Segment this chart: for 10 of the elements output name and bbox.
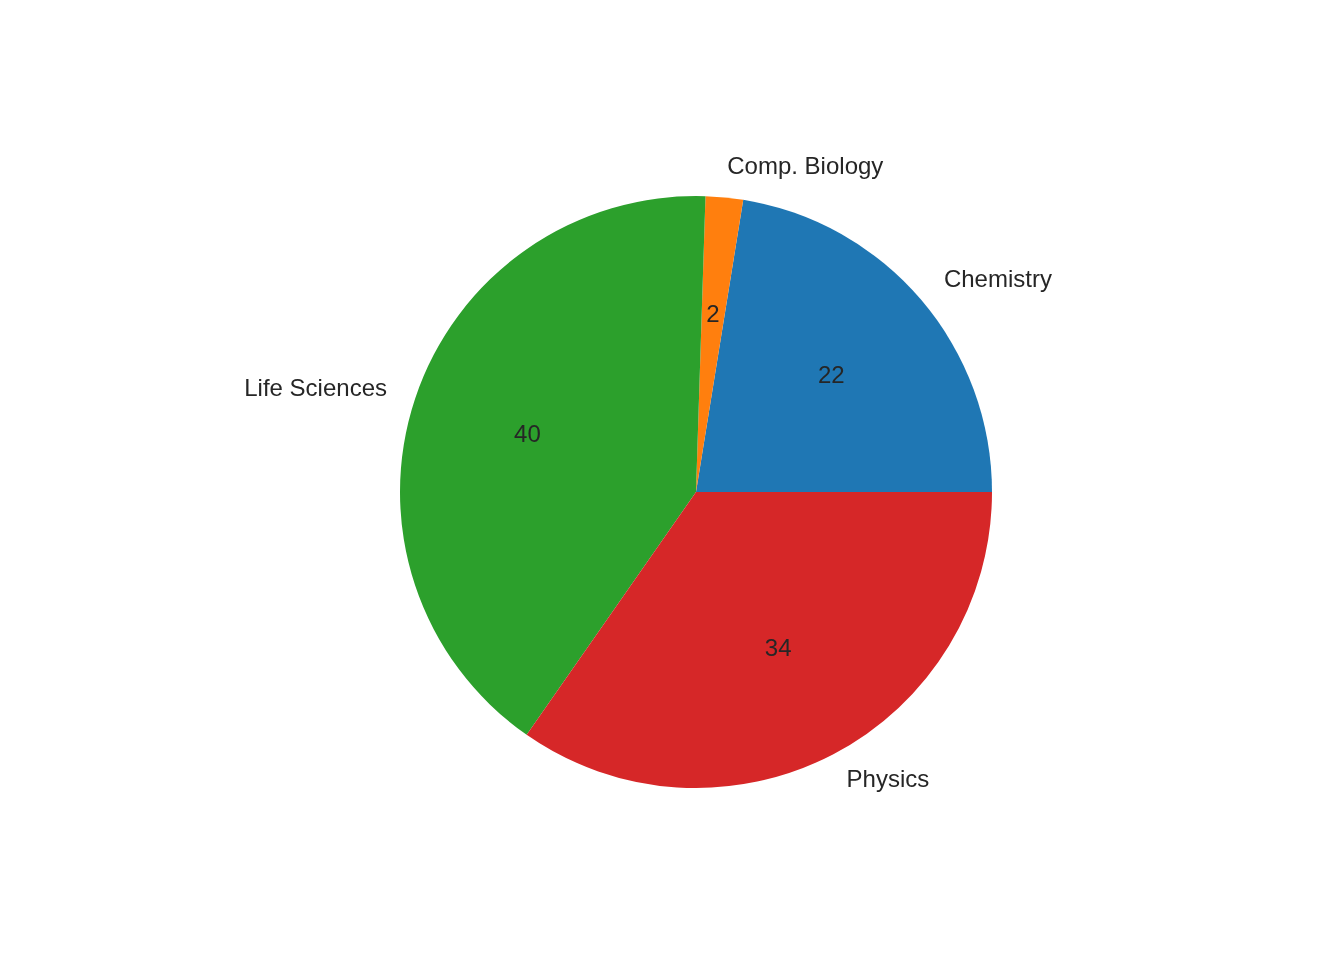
data-label: 40 xyxy=(514,420,541,448)
slice-label: Life Sciences xyxy=(244,373,387,401)
slice-label: Comp. Biology xyxy=(727,152,884,180)
data-label: 22 xyxy=(817,361,845,389)
pie-slice xyxy=(696,196,744,492)
pie-slice xyxy=(400,196,706,735)
data-label: 2 xyxy=(706,299,720,327)
slice-label: Physics xyxy=(846,765,930,793)
slice-label: Chemistry xyxy=(943,265,1052,293)
data-label: 34 xyxy=(764,633,792,661)
